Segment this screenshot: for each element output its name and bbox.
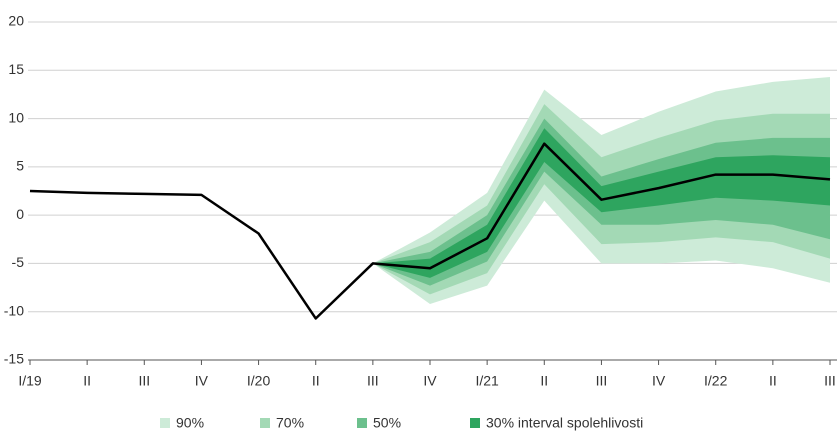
x-tick-label: IV: [423, 373, 437, 389]
legend-swatch: [470, 418, 480, 428]
legend-label: 50%: [373, 415, 401, 431]
y-tick-label: 20: [8, 13, 24, 29]
x-tick-label: II: [769, 373, 777, 389]
legend-swatch: [260, 418, 270, 428]
y-tick-label: -15: [4, 351, 24, 367]
y-tick-label: 15: [8, 61, 24, 77]
x-tick-label: II: [540, 373, 548, 389]
legend-label: 30% interval spolehlivosti: [486, 415, 643, 431]
legend-swatch: [160, 418, 170, 428]
y-tick-label: 5: [16, 158, 24, 174]
x-tick-label: III: [596, 373, 608, 389]
confidence-band: [372, 128, 830, 278]
x-tick-label: III: [138, 373, 150, 389]
x-tick-label: III: [367, 373, 379, 389]
y-tick-label: -10: [4, 302, 24, 318]
y-tick-label: 10: [8, 109, 24, 125]
x-tick-label: III: [824, 373, 836, 389]
x-tick-label: I/21: [475, 373, 499, 389]
x-tick-label: IV: [652, 373, 666, 389]
legend-label: 70%: [276, 415, 304, 431]
x-tick-label: I/19: [18, 373, 42, 389]
x-tick-label: II: [83, 373, 91, 389]
x-tick-label: I/22: [704, 373, 728, 389]
y-tick-label: 0: [16, 206, 24, 222]
x-tick-label: IV: [195, 373, 209, 389]
legend-label: 90%: [176, 415, 204, 431]
y-tick-label: -5: [12, 254, 25, 270]
legend-swatch: [357, 418, 367, 428]
central-line: [29, 142, 831, 320]
x-tick-label: II: [312, 373, 320, 389]
x-tick-label: I/20: [247, 373, 271, 389]
